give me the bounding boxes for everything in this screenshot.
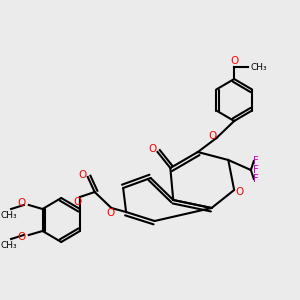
Text: O: O <box>79 170 87 180</box>
Text: O: O <box>18 232 26 242</box>
Text: O: O <box>230 56 238 66</box>
Text: O: O <box>106 208 115 218</box>
Text: F: F <box>253 165 259 175</box>
Text: O: O <box>18 198 26 208</box>
Text: CH₃: CH₃ <box>1 211 17 220</box>
Text: CH₃: CH₃ <box>1 241 17 250</box>
Text: CH₃: CH₃ <box>251 62 268 71</box>
Text: O: O <box>74 197 82 207</box>
Text: O: O <box>235 187 243 197</box>
Text: O: O <box>148 144 157 154</box>
Text: F: F <box>253 156 259 166</box>
Text: O: O <box>208 131 217 141</box>
Text: F: F <box>253 174 259 184</box>
